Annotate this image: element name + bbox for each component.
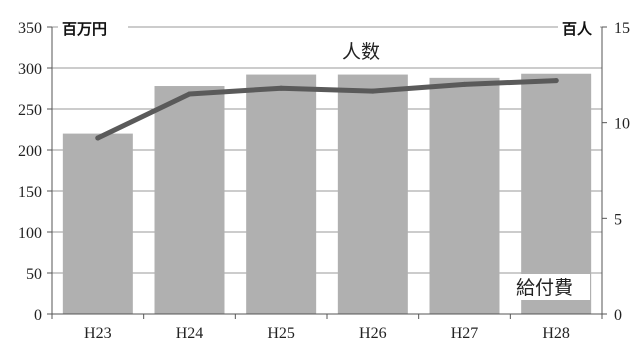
bar-series-benefit-cost (62, 73, 592, 315)
x-tick-label-H25: H25 (267, 325, 295, 342)
point-H25 (278, 85, 284, 91)
left-tick-label-250: 250 (18, 102, 42, 119)
bar-H27 (429, 77, 500, 314)
point-H28 (553, 78, 559, 84)
right-tick-label-5: 5 (614, 211, 622, 228)
right-tick-label-15: 15 (614, 20, 630, 37)
left-axis-unit: 百万円 (62, 20, 107, 38)
bar-H26 (337, 74, 408, 314)
bar-H25 (246, 74, 317, 314)
left-tick-label-0: 0 (34, 307, 42, 324)
gridlines (52, 26, 602, 274)
right-axis-unit: 百人 (562, 20, 593, 38)
point-H27 (462, 81, 467, 87)
left-tick-label-100: 100 (18, 225, 42, 242)
point-H26 (370, 88, 376, 94)
x-axis-ticks: H23 H24 H25 H26 H27 H28 (51, 314, 603, 342)
line-label-bg (338, 38, 416, 64)
left-tick-label-50: 50 (26, 266, 42, 283)
left-tick-label-350: 350 (18, 20, 42, 37)
right-tick-label-0: 0 (614, 307, 622, 324)
x-tick-label-H23: H23 (84, 325, 112, 342)
bar-H24 (154, 86, 225, 314)
line-series-people (95, 78, 559, 141)
left-axis-ticks: 0 50 100 150 200 250 300 350 (18, 20, 52, 324)
left-unit-bg (58, 17, 128, 39)
point-H23 (95, 135, 101, 141)
right-tick-label-10: 10 (614, 116, 630, 133)
line-series-label: 人数 (342, 41, 380, 63)
left-tick-label-150: 150 (18, 184, 42, 201)
bar-H23 (62, 133, 133, 314)
x-tick-label-H27: H27 (451, 325, 479, 342)
x-tick-label-H24: H24 (176, 325, 204, 342)
bar-series-label: 給付費 (516, 277, 573, 299)
x-tick-label-H28: H28 (542, 325, 570, 342)
left-tick-label-200: 200 (18, 143, 42, 160)
right-unit-bg (558, 17, 600, 39)
point-H24 (187, 91, 192, 97)
bar-label-bg (512, 274, 590, 300)
x-tick-label-H26: H26 (359, 325, 387, 342)
bar-H28 (521, 73, 592, 315)
left-tick-label-300: 300 (18, 61, 42, 78)
line-people (95, 78, 559, 141)
right-axis-ticks: 0 5 10 15 (602, 20, 630, 324)
